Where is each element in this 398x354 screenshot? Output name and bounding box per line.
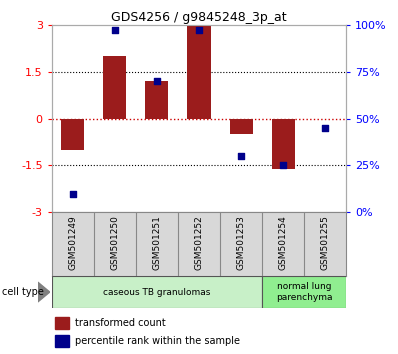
Title: GDS4256 / g9845248_3p_at: GDS4256 / g9845248_3p_at [111, 11, 287, 24]
Bar [103, 56, 127, 119]
Bar [262, 276, 346, 308]
Point [154, 78, 160, 84]
Point [112, 28, 118, 33]
Text: cell type: cell type [2, 287, 44, 297]
Bar [55, 335, 69, 347]
Bar [230, 119, 253, 134]
Point [70, 191, 76, 196]
Bar [271, 119, 295, 169]
Point [280, 163, 286, 169]
Point [196, 28, 202, 33]
Text: GSM501251: GSM501251 [152, 216, 162, 270]
Text: GSM501255: GSM501255 [321, 216, 330, 270]
Text: caseous TB granulomas: caseous TB granulomas [103, 287, 211, 297]
Bar [55, 317, 69, 329]
Text: GSM501252: GSM501252 [195, 216, 203, 270]
Bar [145, 81, 168, 119]
Text: percentile rank within the sample: percentile rank within the sample [75, 336, 240, 346]
Bar [187, 25, 211, 119]
Text: normal lung
parenchyma: normal lung parenchyma [276, 282, 332, 302]
Bar [52, 276, 262, 308]
Polygon shape [38, 282, 50, 302]
Text: GSM501254: GSM501254 [279, 216, 288, 270]
Point [322, 125, 328, 131]
Text: GSM501249: GSM501249 [68, 216, 77, 270]
Text: transformed count: transformed count [75, 318, 166, 328]
Point [238, 153, 244, 159]
Text: GSM501253: GSM501253 [236, 216, 246, 270]
Text: GSM501250: GSM501250 [110, 216, 119, 270]
Bar [61, 119, 84, 150]
